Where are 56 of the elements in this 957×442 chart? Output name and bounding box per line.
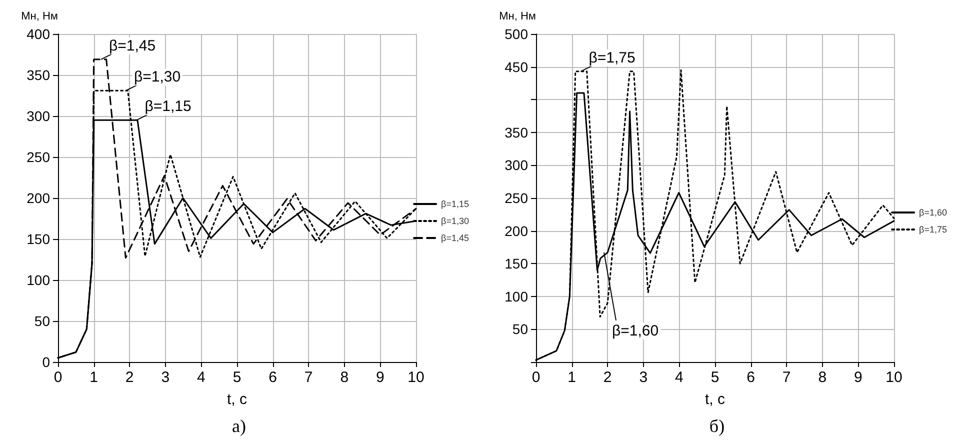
y-tick-label: 50 <box>512 321 528 338</box>
y-tick-label: 50 <box>34 313 50 329</box>
y-tick-label: 200 <box>26 190 50 206</box>
y-tick-label: 350 <box>504 124 528 140</box>
annotation: β=1,75 <box>588 49 636 66</box>
y-tick-label: 300 <box>504 157 528 174</box>
y-tick-label: 250 <box>26 149 50 165</box>
y-tick-label: 250 <box>504 190 528 206</box>
y-tick-label: 200 <box>504 222 528 239</box>
y-tick-label: 0 <box>42 354 50 370</box>
x-tick-label: 7 <box>782 369 791 386</box>
x-tick-label: 3 <box>639 369 648 386</box>
y-tick-label: 450 <box>504 58 528 75</box>
x-tick-label: 1 <box>90 369 98 386</box>
y-tick-label: 150 <box>504 256 528 272</box>
legend-label: β=1,60 <box>919 208 948 218</box>
x-tick-label: 2 <box>125 369 134 386</box>
y-tick-label: 350 <box>26 67 50 83</box>
y-tick-label: 100 <box>504 288 528 304</box>
x-tick-label: 10 <box>408 369 424 386</box>
x-axis-title: t, c <box>226 391 248 408</box>
legend-label: β=1,30 <box>441 216 470 226</box>
x-tick-label: 0 <box>54 369 62 386</box>
x-tick-label: 8 <box>818 369 827 386</box>
x-tick-label: 10 <box>886 369 902 386</box>
y-tick-label: 500 <box>504 26 528 42</box>
legend-label: β=1,75 <box>919 224 948 234</box>
annotation: β=1,60 <box>612 322 659 340</box>
x-tick-label: 5 <box>710 369 720 386</box>
y-tick-label: 100 <box>26 272 50 288</box>
x-tick-label: 6 <box>746 369 755 386</box>
y-tick-label: 400 <box>26 26 50 42</box>
x-tick-label: 0 <box>532 369 540 386</box>
x-tick-label: 8 <box>340 369 349 386</box>
x-tick-label: 4 <box>197 369 206 386</box>
x-tick-label: 9 <box>376 369 384 386</box>
y-axis-title: Мн, Нм <box>21 10 58 22</box>
y-axis-title: Мн, Нм <box>499 10 536 22</box>
annotation: β=1,45 <box>108 37 156 54</box>
x-tick-label: 3 <box>161 369 170 386</box>
x-axis-title: t, c <box>704 391 726 408</box>
y-tick-label: 300 <box>26 108 50 124</box>
legend-label: β=1,15 <box>441 199 470 209</box>
annotation: β=1,30 <box>134 68 181 86</box>
text: б) <box>709 416 725 436</box>
x-tick-label: 9 <box>854 369 862 386</box>
x-tick-label: 1 <box>568 369 576 386</box>
x-tick-label: 4 <box>675 369 684 386</box>
x-tick-label: 7 <box>304 369 313 386</box>
text: а) <box>232 416 246 436</box>
x-tick-label: 6 <box>268 369 277 386</box>
annotation: β=1,15 <box>144 98 192 116</box>
legend-label: β=1,45 <box>441 233 470 243</box>
y-tick-label: 150 <box>26 231 50 247</box>
x-tick-label: 2 <box>603 369 612 386</box>
x-tick-label: 5 <box>232 369 242 386</box>
